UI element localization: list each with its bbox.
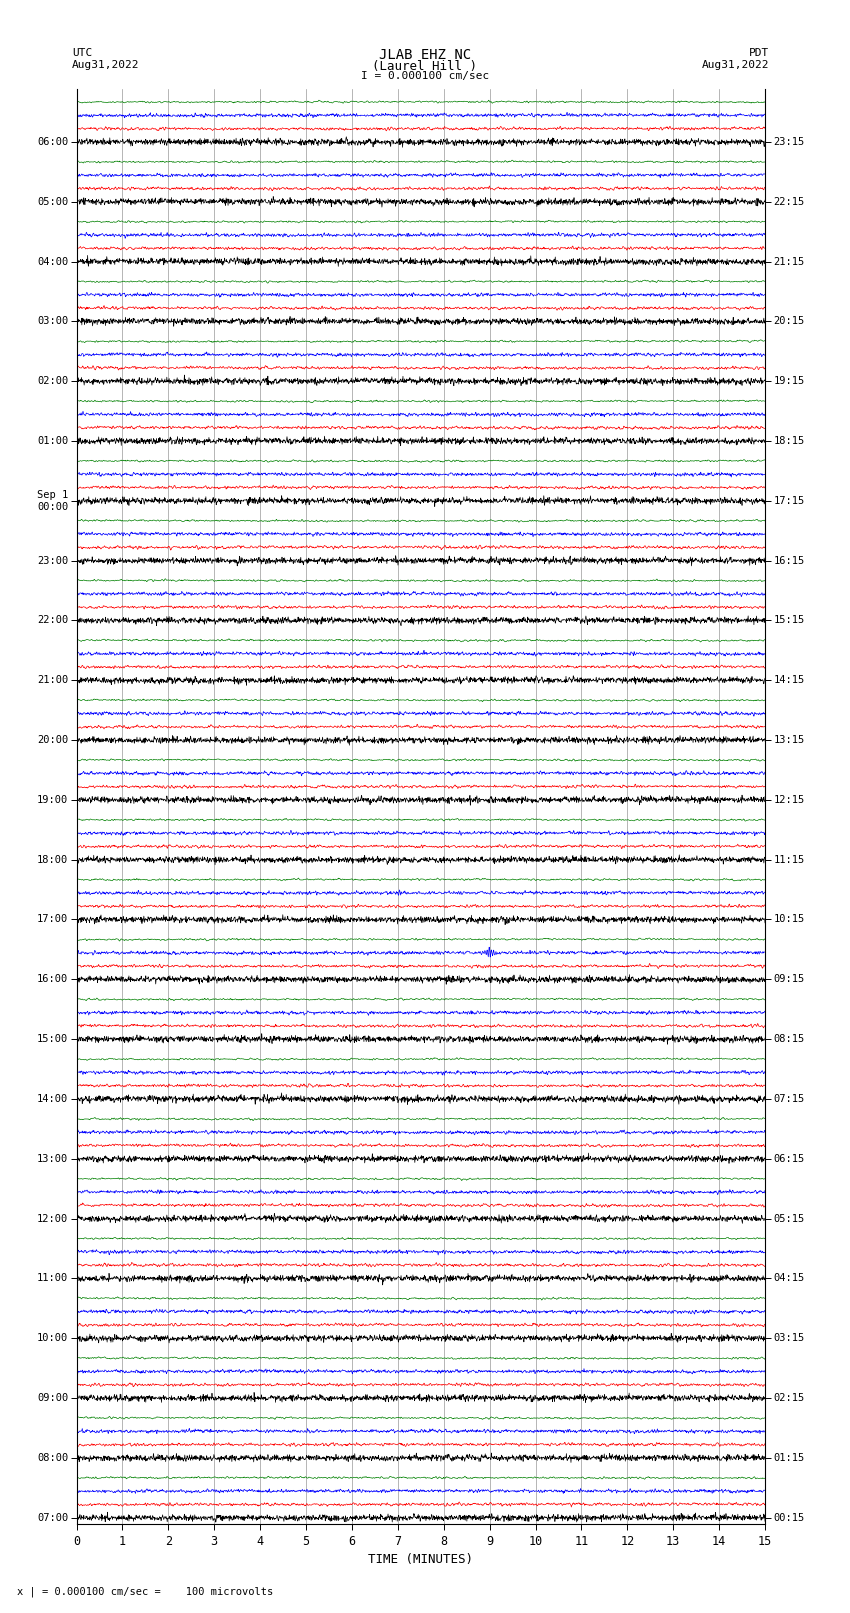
Text: I = 0.000100 cm/sec: I = 0.000100 cm/sec	[361, 71, 489, 81]
Text: Aug31,2022: Aug31,2022	[702, 60, 769, 69]
Text: Aug31,2022: Aug31,2022	[72, 60, 139, 69]
X-axis label: TIME (MINUTES): TIME (MINUTES)	[368, 1553, 473, 1566]
Text: PDT: PDT	[749, 48, 769, 58]
Text: (Laurel Hill ): (Laurel Hill )	[372, 60, 478, 73]
Text: JLAB EHZ NC: JLAB EHZ NC	[379, 48, 471, 63]
Text: x | = 0.000100 cm/sec =    100 microvolts: x | = 0.000100 cm/sec = 100 microvolts	[17, 1586, 273, 1597]
Text: UTC: UTC	[72, 48, 93, 58]
